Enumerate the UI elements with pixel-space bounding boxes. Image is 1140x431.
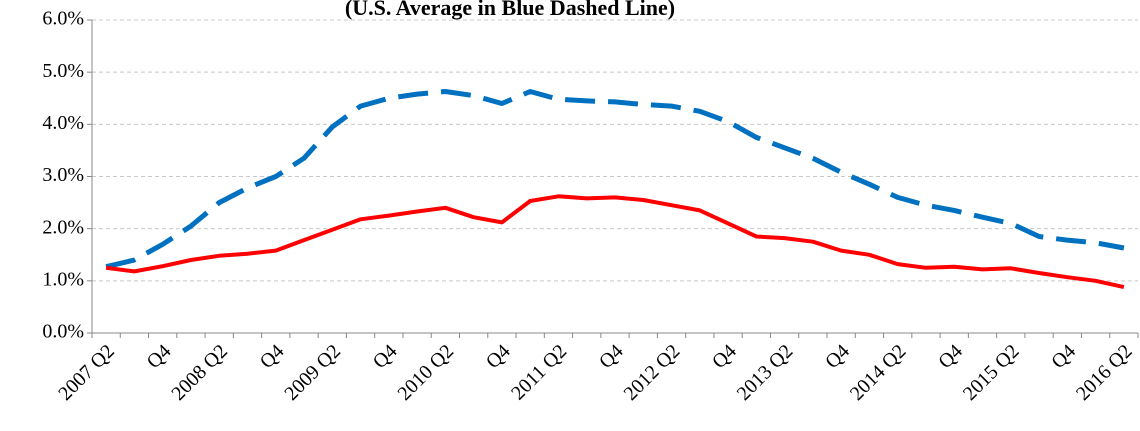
y-tick-label: 1.0% xyxy=(42,268,84,290)
y-tick-label: 6.0% xyxy=(42,8,84,30)
x-tick-label: Q4 xyxy=(369,340,402,373)
x-tick-label: 2011 Q2 xyxy=(507,340,571,404)
y-tick-label: 4.0% xyxy=(42,112,84,134)
x-tick-label: 2013 Q2 xyxy=(733,340,798,405)
x-tick-label: Q4 xyxy=(595,340,628,373)
series-line xyxy=(105,89,1125,270)
y-tick-label: 2.0% xyxy=(42,216,84,238)
x-tick-label: Q4 xyxy=(1047,340,1080,373)
x-tick-label: Q4 xyxy=(821,340,854,373)
y-tick-label: 0.0% xyxy=(42,321,84,343)
x-tick-label: 2009 Q2 xyxy=(280,340,345,405)
series-line xyxy=(105,194,1125,290)
x-tick-label: 2014 Q2 xyxy=(846,340,911,405)
x-tick-label: 2012 Q2 xyxy=(620,340,685,405)
x-tick-label: Q4 xyxy=(143,340,176,373)
x-tick-label: 2016 Q2 xyxy=(1072,340,1137,405)
x-tick-label: 2015 Q2 xyxy=(959,340,1024,405)
x-tick-label: 2010 Q2 xyxy=(393,340,458,405)
chart-title: (U.S. Average in Blue Dashed Line) xyxy=(345,0,675,20)
x-tick-label: Q4 xyxy=(708,340,741,373)
x-tick-label: 2007 Q2 xyxy=(54,340,119,405)
y-tick-label: 3.0% xyxy=(42,164,84,186)
y-tick-label: 5.0% xyxy=(42,60,84,82)
x-tick-label: Q4 xyxy=(934,340,967,373)
x-tick-label: Q4 xyxy=(256,340,289,373)
x-tick-label: 2008 Q2 xyxy=(167,340,232,405)
x-tick-label: Q4 xyxy=(482,340,515,373)
